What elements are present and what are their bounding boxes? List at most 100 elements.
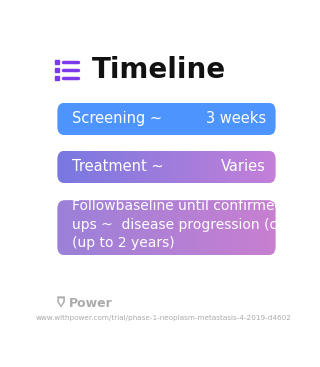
FancyBboxPatch shape [57, 103, 276, 135]
Bar [217, 103, 219, 135]
Bar [136, 151, 138, 183]
Bar [108, 200, 110, 255]
Bar [177, 103, 180, 135]
Bar [190, 151, 193, 183]
Bar [84, 200, 86, 255]
Bar [105, 200, 108, 255]
Bar [182, 200, 184, 255]
Bar [64, 200, 66, 255]
Bar [256, 103, 258, 135]
Bar [160, 103, 162, 135]
Bar [262, 151, 265, 183]
Bar [243, 151, 245, 183]
FancyBboxPatch shape [57, 151, 276, 183]
Bar [193, 200, 195, 255]
Bar [132, 151, 134, 183]
Bar [166, 151, 169, 183]
Bar [232, 103, 234, 135]
Bar [273, 151, 276, 183]
Bar [228, 151, 230, 183]
Bar [184, 200, 186, 255]
Bar [265, 200, 267, 255]
Bar [90, 200, 92, 255]
Bar [254, 151, 256, 183]
Bar [138, 103, 140, 135]
Bar [195, 200, 197, 255]
Bar [180, 200, 182, 255]
Bar [108, 103, 110, 135]
Bar [99, 151, 101, 183]
Bar [160, 200, 162, 255]
Bar [238, 200, 241, 255]
Bar [90, 103, 92, 135]
Bar [206, 200, 208, 255]
Bar [212, 200, 215, 255]
Bar [173, 200, 175, 255]
Bar [147, 103, 149, 135]
Bar [145, 151, 147, 183]
Bar [57, 200, 60, 255]
Bar [118, 151, 121, 183]
Bar [269, 103, 271, 135]
Bar [99, 103, 101, 135]
Bar [92, 151, 95, 183]
Bar [77, 200, 79, 255]
Bar [156, 200, 158, 255]
Bar [101, 151, 103, 183]
Bar [140, 103, 143, 135]
Bar [201, 103, 204, 135]
Bar [256, 151, 258, 183]
Bar [241, 151, 243, 183]
Bar [86, 151, 88, 183]
Bar [199, 200, 202, 255]
Bar [88, 103, 90, 135]
Bar [175, 151, 178, 183]
Bar [125, 103, 127, 135]
Bar [252, 103, 254, 135]
Bar [236, 103, 239, 135]
Bar [60, 103, 62, 135]
Bar [206, 151, 208, 183]
Bar [245, 151, 247, 183]
Bar [210, 200, 212, 255]
Bar [230, 103, 232, 135]
Bar [186, 200, 188, 255]
Bar [254, 200, 256, 255]
Bar [271, 200, 274, 255]
Bar [214, 151, 217, 183]
Bar [204, 103, 206, 135]
Bar [64, 151, 66, 183]
Bar [138, 151, 140, 183]
Bar [94, 151, 97, 183]
Bar [193, 151, 195, 183]
Bar [81, 103, 84, 135]
Bar [88, 151, 90, 183]
Bar [123, 200, 125, 255]
Bar [116, 151, 119, 183]
Bar [127, 103, 130, 135]
Bar [121, 103, 123, 135]
Bar [267, 200, 269, 255]
Bar [60, 200, 62, 255]
Bar [136, 103, 138, 135]
Bar [129, 151, 132, 183]
Bar [75, 103, 77, 135]
Bar [166, 103, 169, 135]
Bar [260, 151, 263, 183]
Bar [204, 200, 206, 255]
Bar [230, 200, 232, 255]
Bar [160, 151, 162, 183]
Bar [245, 103, 247, 135]
Bar [238, 151, 241, 183]
Bar [177, 200, 180, 255]
Bar [153, 200, 156, 255]
Bar [75, 200, 77, 255]
Bar [260, 103, 263, 135]
Bar [182, 151, 184, 183]
Bar [142, 200, 145, 255]
Bar [158, 151, 160, 183]
Bar [134, 103, 136, 135]
Bar [234, 103, 236, 135]
Bar [64, 103, 66, 135]
Bar [223, 151, 226, 183]
